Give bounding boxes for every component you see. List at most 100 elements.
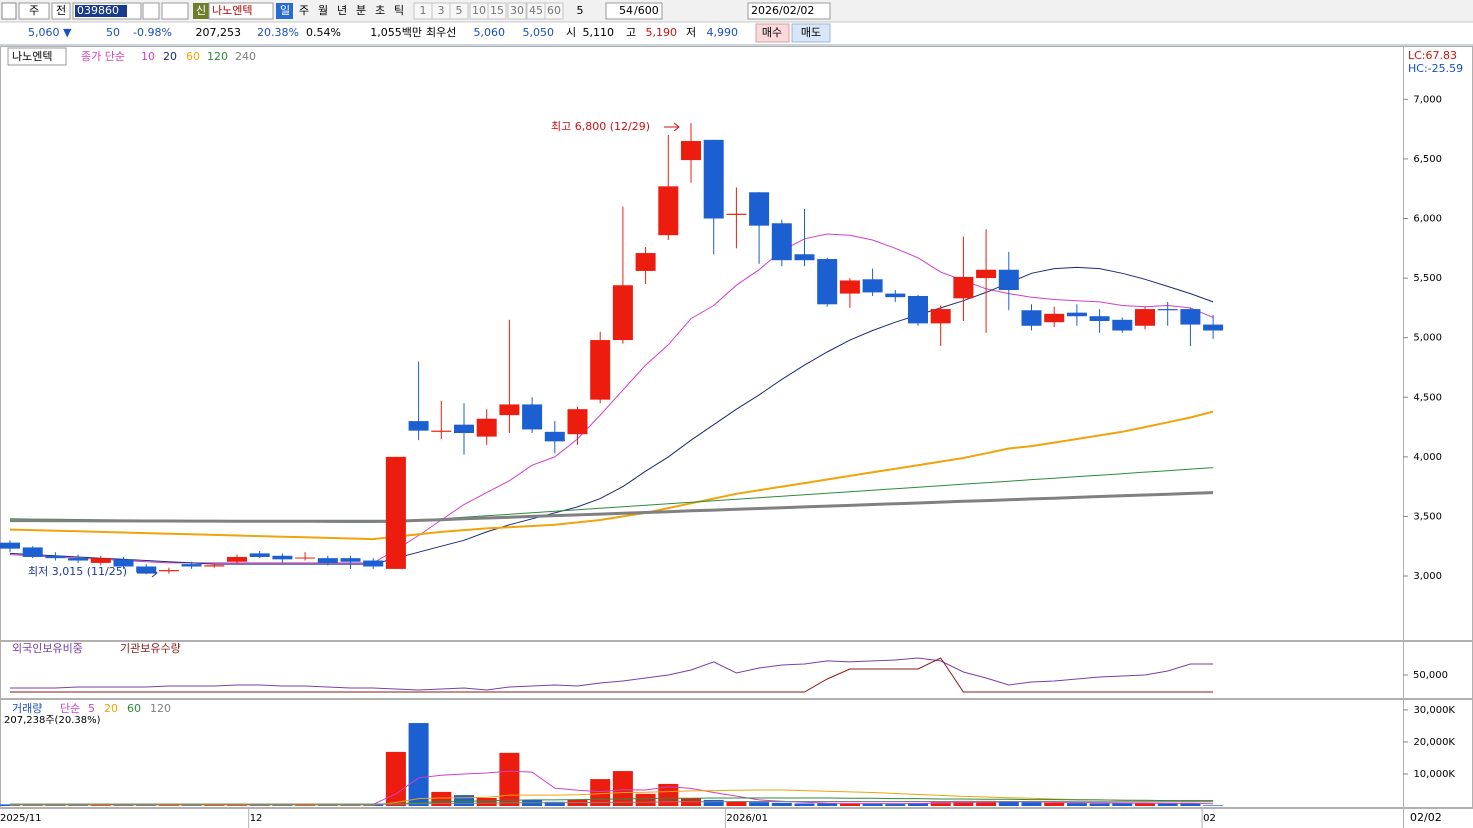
toolbar-bg xyxy=(0,0,1473,22)
market-select[interactable] xyxy=(18,2,50,20)
sell-button[interactable] xyxy=(791,23,831,43)
candle-body xyxy=(317,558,338,563)
period-button[interactable]: 초 xyxy=(375,4,385,17)
interval-button[interactable]: 3 xyxy=(438,4,445,17)
interval-button[interactable]: 60 xyxy=(547,4,561,17)
volume-bar xyxy=(930,802,951,806)
candle-body xyxy=(635,253,656,271)
code: 039860 xyxy=(77,4,119,17)
candle-body xyxy=(385,456,406,569)
period-button[interactable]: 년 xyxy=(337,4,347,17)
candle-body xyxy=(1066,312,1087,317)
candle-body xyxy=(953,276,974,299)
interval-select[interactable]: 5 xyxy=(577,4,584,17)
candle-body xyxy=(272,555,293,560)
market: 주 xyxy=(29,4,39,17)
volume-bar xyxy=(385,751,406,806)
volume-label: 거래량 xyxy=(12,702,42,715)
lc: LC:67.83 xyxy=(1408,49,1457,62)
ma-line xyxy=(10,657,1214,691)
interval-box xyxy=(544,2,564,20)
x-tick-label: 2025/11 xyxy=(0,813,42,824)
period-selected[interactable] xyxy=(276,3,293,19)
volume-bar xyxy=(817,803,838,806)
volume-bar xyxy=(612,771,633,806)
x-tick-label: 12 xyxy=(250,813,263,824)
candle-body xyxy=(930,309,951,324)
period-button[interactable]: 틱 xyxy=(394,4,404,17)
annotation-high: 최고 6,800 (12/29) xyxy=(551,120,650,133)
ma-line xyxy=(10,657,1214,693)
candle-body xyxy=(703,139,724,219)
ma-line xyxy=(10,801,1214,805)
open: 5,110 xyxy=(583,26,615,39)
candle-body xyxy=(499,404,520,416)
y-tick-label: 10,000K xyxy=(1413,769,1455,780)
candle-body xyxy=(885,293,906,298)
candle-body xyxy=(862,279,883,293)
period-button[interactable]: 일 xyxy=(280,3,290,17)
volume-bar xyxy=(953,800,974,806)
x-tick-label: 2026/01 xyxy=(726,813,768,824)
candle-body xyxy=(45,555,66,559)
search-button[interactable] xyxy=(142,2,160,20)
volume-bar xyxy=(839,803,860,806)
interval-button[interactable]: 1 xyxy=(420,4,427,17)
sound-button[interactable] xyxy=(161,2,189,20)
buy-button[interactable] xyxy=(755,23,790,43)
sell-label[interactable]: 매도 xyxy=(801,26,821,39)
volume-bar xyxy=(1203,805,1224,806)
y-tick-label: 5,000 xyxy=(1413,333,1442,344)
volume-bar xyxy=(454,795,474,806)
candle-body xyxy=(363,560,384,567)
period-button[interactable]: 월 xyxy=(318,4,328,17)
holdings-pane xyxy=(0,641,1473,699)
ma-label: 단순 xyxy=(60,702,80,715)
icon[interactable] xyxy=(1,2,17,20)
candle-body xyxy=(771,223,792,261)
candle-body xyxy=(340,558,361,562)
legend: 기관보유수량 xyxy=(120,642,181,655)
candle-body xyxy=(181,564,202,567)
ma-label: 종가 단순 xyxy=(81,50,125,63)
interval-button[interactable]: 10 xyxy=(472,4,486,17)
volume-bar xyxy=(726,801,747,806)
candle-body xyxy=(1112,319,1133,331)
candle-body xyxy=(817,259,838,305)
candle-body xyxy=(249,553,270,557)
period-button[interactable]: 분 xyxy=(356,4,366,17)
candle-body xyxy=(0,542,20,549)
prev-button[interactable] xyxy=(51,2,71,20)
candle-body xyxy=(726,213,747,215)
ma-line xyxy=(9,233,1214,564)
price-pane xyxy=(0,46,1473,641)
volume-bar xyxy=(499,752,520,806)
date-box[interactable] xyxy=(747,2,831,20)
buy-label[interactable]: 매수 xyxy=(762,26,782,39)
volume-bar xyxy=(181,805,202,806)
volume-bar xyxy=(862,803,883,806)
chart-name: 나노엔텍 xyxy=(12,50,52,63)
candle-body xyxy=(1180,309,1201,325)
candle-body xyxy=(544,431,565,442)
legend: 120 xyxy=(207,50,228,63)
interval-button[interactable]: 30 xyxy=(510,4,524,17)
volume-bar xyxy=(794,803,815,806)
interval-button[interactable]: 15 xyxy=(490,4,504,17)
high-label: 고 xyxy=(626,26,636,39)
volume-bar xyxy=(204,805,225,806)
period-button[interactable]: 주 xyxy=(299,4,309,17)
y-tick-label: 3,500 xyxy=(1413,511,1442,522)
badge xyxy=(193,3,209,19)
arrow xyxy=(664,122,680,132)
candle-body xyxy=(431,430,452,432)
candle-body xyxy=(976,269,997,279)
bid: 5,050 xyxy=(523,26,555,39)
interval-button[interactable]: 45 xyxy=(529,4,543,17)
interval-button[interactable]: 5 xyxy=(456,4,463,17)
candle-body xyxy=(908,295,928,324)
name-box xyxy=(208,2,274,20)
candle-body xyxy=(90,558,111,563)
y-tick-label: 50,000 xyxy=(1413,670,1448,681)
